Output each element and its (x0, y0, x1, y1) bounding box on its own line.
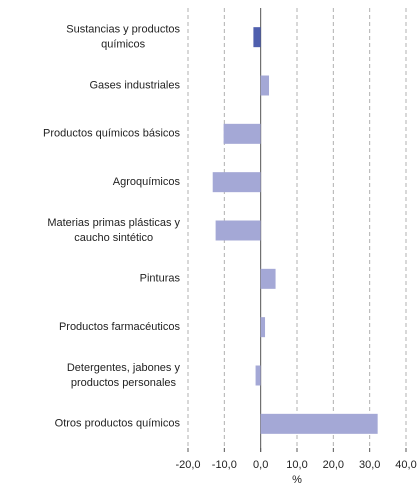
bar (223, 123, 261, 144)
y-tick-label: Sustancias y productos (66, 24, 180, 36)
bar (260, 413, 378, 434)
bar (253, 27, 261, 48)
y-tick-label: Productos farmacéuticos (59, 321, 181, 333)
x-tick-label: -10,0 (212, 459, 237, 471)
bar (260, 317, 266, 338)
bar (260, 268, 276, 289)
category-label: Otros productos químicos (55, 418, 181, 430)
x-tick-label: 40,0 (395, 459, 416, 471)
category-label: Materias primas plásticas y caucho sintét… (47, 217, 180, 244)
y-tick-label: químicos (101, 39, 146, 51)
category-label: Sustancias y productos químicos (66, 24, 180, 51)
y-tick-label: caucho sintético (74, 232, 153, 244)
category-label: Productos químicos básicos (43, 128, 180, 140)
y-tick-label: Productos químicos básicos (43, 128, 180, 140)
category-label: Productos farmacéuticos (59, 321, 181, 333)
x-tick-label: 30,0 (359, 459, 380, 471)
category-label: Detergentes, jabones y productos personal… (67, 362, 181, 389)
y-tick-label: Otros productos químicos (55, 418, 181, 430)
y-tick-label: productos personales (71, 377, 177, 389)
category-label: Pinturas (140, 273, 181, 285)
bar (215, 220, 261, 241)
y-tick-label: Materias primas plásticas y (47, 217, 180, 229)
x-tick-label: 10,0 (286, 459, 307, 471)
x-tick-label: 20,0 (323, 459, 344, 471)
x-tick-label: -20,0 (175, 459, 200, 471)
bar (260, 75, 270, 96)
category-label: Gases industriales (90, 79, 181, 91)
bar (212, 172, 261, 193)
x-axis-label: % (292, 474, 302, 486)
y-tick-label: Pinturas (140, 273, 181, 285)
y-tick-label: Gases industriales (90, 79, 181, 91)
y-tick-label: Agroquímicos (113, 176, 181, 188)
category-label: Agroquímicos (113, 176, 181, 188)
y-tick-label: Detergentes, jabones y (67, 362, 181, 374)
bar (255, 365, 261, 386)
x-tick-label: 0,0 (253, 459, 268, 471)
